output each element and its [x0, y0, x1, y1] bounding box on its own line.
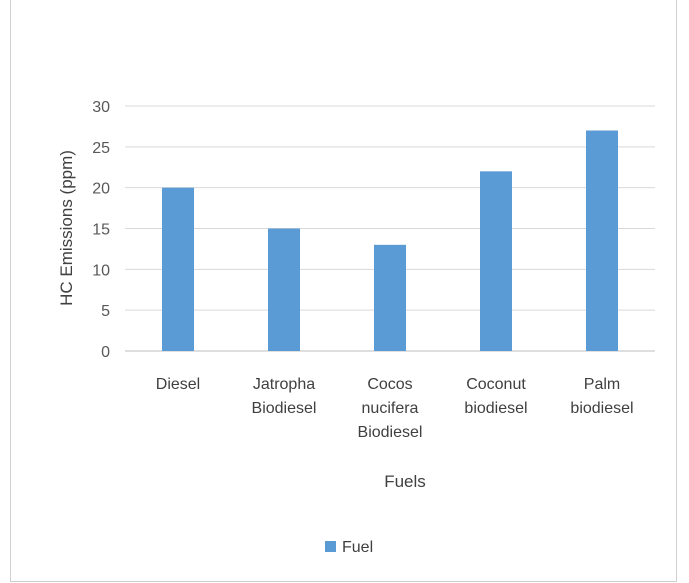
bar	[162, 187, 194, 351]
legend-label: Fuel	[342, 539, 373, 556]
x-axis-categories: Diesel Jatropha Biodiesel Cocos nucifera Biod…	[156, 376, 634, 441]
y-tick-label: 30	[92, 99, 110, 116]
chart-frame	[10, 0, 677, 582]
x-category-label: Cocos nucifera Biodiesel	[358, 376, 423, 441]
bar	[586, 130, 618, 351]
x-category-label: Diesel	[156, 376, 200, 393]
x-category-label: Jatropha Biodiesel	[252, 376, 317, 417]
bar	[480, 171, 512, 351]
y-tick-label: 15	[92, 222, 110, 239]
y-tick-label: 5	[101, 303, 110, 320]
y-tick-label: 10	[92, 262, 110, 279]
x-category-label: Coconut biodiesel	[464, 376, 527, 417]
y-tick-label: 20	[92, 181, 110, 198]
x-category-label: Palm biodiesel	[570, 376, 633, 417]
x-axis-title: Fuels	[384, 472, 426, 491]
bar	[268, 228, 300, 351]
y-tick-label: 25	[92, 140, 110, 157]
y-tick-label: 0	[101, 344, 110, 361]
legend: Fuel	[325, 539, 373, 556]
y-axis-title: HC Emissions (ppm)	[57, 150, 76, 306]
bars	[162, 130, 618, 351]
legend-swatch	[325, 541, 336, 552]
y-axis-ticks: 0 5 10 15 20 25 30	[92, 99, 110, 361]
bar	[374, 244, 406, 351]
